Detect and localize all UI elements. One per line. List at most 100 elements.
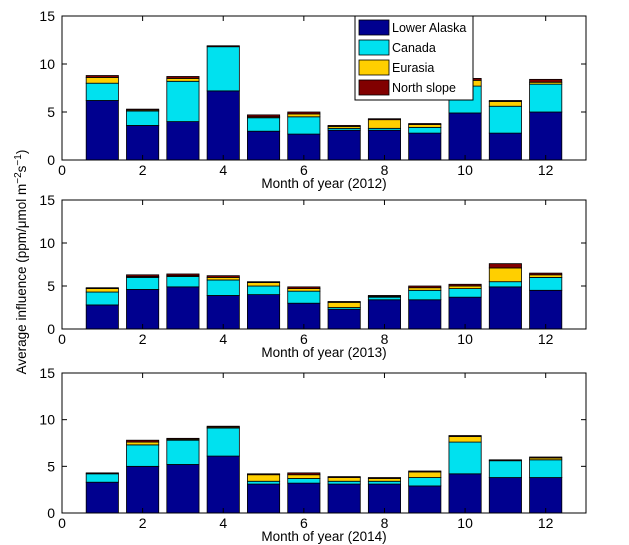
- bar-segment-canada-month-11: [488, 281, 522, 288]
- bar-segment-eurasia-month-5: [247, 474, 281, 482]
- bar-segment-north-slope-month-3: [166, 76, 200, 79]
- chart-panel-2: 0 2 4 6 8 10 12 0 5 10 15 Month of year (2013): [39, 192, 587, 360]
- x-tick-label: 4: [219, 162, 227, 178]
- bar-segment-canada-month-9: [408, 126, 442, 134]
- bar-segment-north-slope-month-2: [126, 439, 160, 443]
- bar-segment-eurasia-month-6: [287, 474, 321, 479]
- bar-segment-lower-alaska-month-3: [166, 286, 200, 330]
- bar-segment-lower-alaska-month-3: [166, 121, 200, 161]
- bar-segment-north-slope-month-4: [206, 45, 240, 48]
- bar-segment-lower-alaska-month-2: [126, 465, 160, 514]
- bar-segment-eurasia-month-7: [327, 477, 361, 482]
- bar-segment-north-slope-month-4: [206, 275, 240, 278]
- x-tick-label: 0: [58, 515, 66, 531]
- bar-segment-north-slope-month-8: [367, 118, 401, 121]
- bar-segment-north-slope-month-7: [327, 301, 361, 303]
- x-axis-label: Month of year (2014): [261, 529, 386, 544]
- x-tick-label: 12: [538, 162, 554, 178]
- shared-y-axis-label: Average influence (ppm/μmol m−2s−1): [13, 150, 30, 375]
- bar-segment-north-slope-month-10: [448, 283, 482, 287]
- bar-segment-lower-alaska-month-8: [367, 483, 401, 514]
- bar-segment-lower-alaska-month-11: [488, 477, 522, 514]
- bar-segment-north-slope-month-12: [529, 78, 563, 83]
- y-tick-label: 5: [47, 104, 55, 120]
- bar-segment-lower-alaska-month-11: [488, 132, 522, 161]
- bar-segment-north-slope-month-6: [287, 111, 321, 115]
- legend-label-canada: Canada: [392, 41, 436, 55]
- legend-swatch-lower-alaska: [358, 19, 390, 36]
- bar-segment-eurasia-month-8: [367, 119, 401, 129]
- bar-segment-eurasia-month-11: [488, 267, 522, 283]
- bar-segment-canada-month-11: [488, 105, 522, 134]
- x-tick-label: 10: [457, 331, 473, 347]
- x-tick-label: 8: [381, 162, 389, 178]
- x-axis-label: Month of year (2013): [261, 345, 386, 360]
- bar-segment-eurasia-month-9: [408, 124, 442, 128]
- bar-segment-lower-alaska-month-2: [126, 125, 160, 161]
- bar-segment-lower-alaska-month-9: [408, 485, 442, 514]
- bar-segment-eurasia-month-7: [327, 301, 361, 308]
- y-tick-label: 10: [39, 235, 55, 251]
- bar-segment-lower-alaska-month-4: [206, 90, 240, 161]
- bar-segment-lower-alaska-month-2: [126, 289, 160, 330]
- x-tick-label: 2: [139, 331, 147, 347]
- y-tick-label: 10: [39, 412, 55, 428]
- chart-panel-1: 0 2 4 6 8 10 12 0 5 10 15 Month of year (2012) Lower…: [39, 8, 587, 191]
- bar-segment-north-slope-month-2: [126, 274, 160, 277]
- bar-segment-north-slope-month-5: [247, 281, 281, 283]
- x-tick-label: 12: [538, 515, 554, 531]
- plot-frame: [61, 199, 587, 330]
- bar-segment-eurasia-month-10: [448, 436, 482, 443]
- bar-segment-north-slope-month-6: [287, 286, 321, 289]
- bar-segment-eurasia-month-2: [126, 441, 160, 446]
- bar-segment-canada-month-12: [529, 83, 563, 113]
- bar-segment-eurasia-month-8: [367, 478, 401, 482]
- bar-segment-canada-month-12: [529, 276, 563, 291]
- bar-segment-north-slope-month-9: [408, 285, 442, 289]
- x-tick-label: 2: [139, 162, 147, 178]
- bar-segment-lower-alaska-month-12: [529, 477, 563, 514]
- bar-segment-canada-month-3: [166, 276, 200, 288]
- bar-segment-north-slope-month-12: [529, 456, 563, 459]
- bar-segment-lower-alaska-month-7: [327, 308, 361, 330]
- bar-segment-canada-month-3: [166, 80, 200, 122]
- bar-segment-north-slope-month-3: [166, 273, 200, 277]
- bar-segment-canada-month-11: [488, 460, 522, 478]
- bar-segment-canada-month-2: [126, 110, 160, 126]
- bar-segment-north-slope-month-4: [206, 425, 240, 428]
- x-tick-label: 6: [300, 515, 308, 531]
- bar-segment-canada-month-12: [529, 459, 563, 478]
- bar-segment-canada-month-1: [85, 82, 119, 101]
- bar-segment-canada-month-5: [247, 285, 281, 296]
- y-tick-label: 0: [47, 321, 55, 337]
- bar-segment-eurasia-month-1: [85, 288, 119, 293]
- x-tick-label: 10: [457, 515, 473, 531]
- bar-segment-eurasia-month-3: [166, 78, 200, 82]
- bar-segment-eurasia-month-5: [247, 282, 281, 287]
- ylabel-superscript-2: −1: [13, 154, 24, 166]
- bar-segment-north-slope-month-11: [488, 100, 522, 102]
- bar-segment-eurasia-month-11: [488, 101, 522, 107]
- bar-segment-lower-alaska-month-10: [448, 112, 482, 161]
- bar-segment-lower-alaska-month-9: [408, 132, 442, 161]
- x-tick-label: 8: [381, 331, 389, 347]
- legend-label-eurasia: Eurasia: [392, 61, 434, 75]
- x-tick-label: 6: [300, 331, 308, 347]
- bar-segment-north-slope-month-1: [85, 472, 119, 475]
- y-tick-label: 5: [47, 278, 55, 294]
- bar-segment-lower-alaska-month-12: [529, 111, 563, 161]
- bar-segment-lower-alaska-month-1: [85, 304, 119, 330]
- bar-segment-north-slope-month-9: [408, 123, 442, 125]
- bar-segment-canada-month-8: [367, 480, 401, 485]
- bar-segment-canada-month-10: [448, 441, 482, 475]
- legend-swatch-eurasia: [358, 59, 390, 76]
- bar-segment-lower-alaska-month-12: [529, 289, 563, 330]
- bar-segment-lower-alaska-month-10: [448, 296, 482, 330]
- legend: Lower Alaska Canada Eurasia North slope: [354, 15, 474, 101]
- legend-swatch-north-slope: [358, 79, 390, 96]
- y-tick-label: 15: [39, 192, 55, 208]
- bar-segment-lower-alaska-month-10: [448, 473, 482, 514]
- bar-segment-north-slope-month-8: [367, 477, 401, 479]
- ylabel-superscript-1: −2: [13, 172, 24, 184]
- bar-segment-north-slope-month-6: [287, 472, 321, 476]
